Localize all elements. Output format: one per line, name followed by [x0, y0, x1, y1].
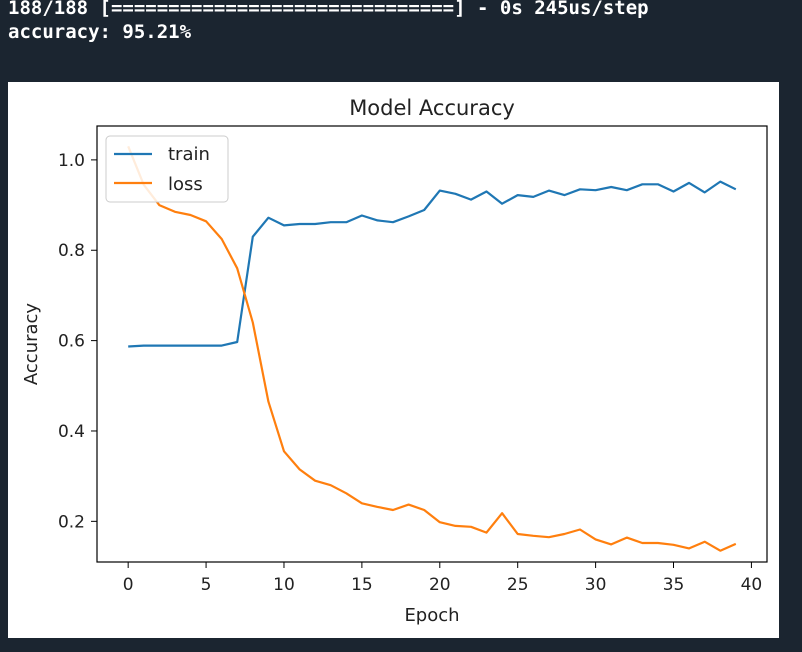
accuracy-line: accuracy: 95.21%: [8, 21, 192, 43]
legend-box: [105, 135, 229, 203]
x-tick-label: 40: [741, 575, 763, 595]
y-tick-label: 0.6: [58, 332, 85, 352]
x-tick-label: 30: [585, 575, 607, 595]
y-tick-label: 0.8: [58, 241, 85, 261]
accuracy-chart: Model Accuracy Epoch Accuracy 0 5 10 15 20 25…: [21, 96, 768, 626]
x-tick-label: 0: [123, 575, 134, 595]
plot-frame: [96, 125, 768, 563]
x-tick-label: 20: [429, 575, 451, 595]
chart-title: Model Accuracy: [349, 96, 515, 120]
x-tick-label: 15: [351, 575, 373, 595]
legend-label-loss: loss: [168, 174, 203, 195]
x-tick-label: 35: [663, 575, 685, 595]
y-tick-label: 0.2: [58, 512, 85, 532]
series-line-loss: [127, 145, 737, 552]
terminal-output: 188/188 [==============================]…: [8, 0, 649, 44]
axis-ticks: 0 5 10 15 20 25 30 35 40 0.2 0.4 0.6 0.8 1.0: [58, 151, 762, 595]
legend-label-train: train: [168, 144, 210, 165]
x-tick-label: 5: [201, 575, 212, 595]
y-axis-label: Accuracy: [21, 303, 42, 386]
y-tick-label: 0.4: [58, 422, 85, 442]
x-tick-label: 25: [507, 575, 529, 595]
x-axis-label: Epoch: [404, 605, 459, 626]
series-line-train: [128, 180, 737, 348]
x-tick-label: 10: [273, 575, 295, 595]
chart-figure: Model Accuracy Epoch Accuracy 0 5 10 15 20 25…: [8, 82, 779, 638]
series-lines: [127, 145, 737, 552]
y-tick-label: 1.0: [58, 151, 85, 171]
legend: train loss: [105, 135, 229, 203]
progress-line: 188/188 [==============================]…: [8, 0, 649, 19]
